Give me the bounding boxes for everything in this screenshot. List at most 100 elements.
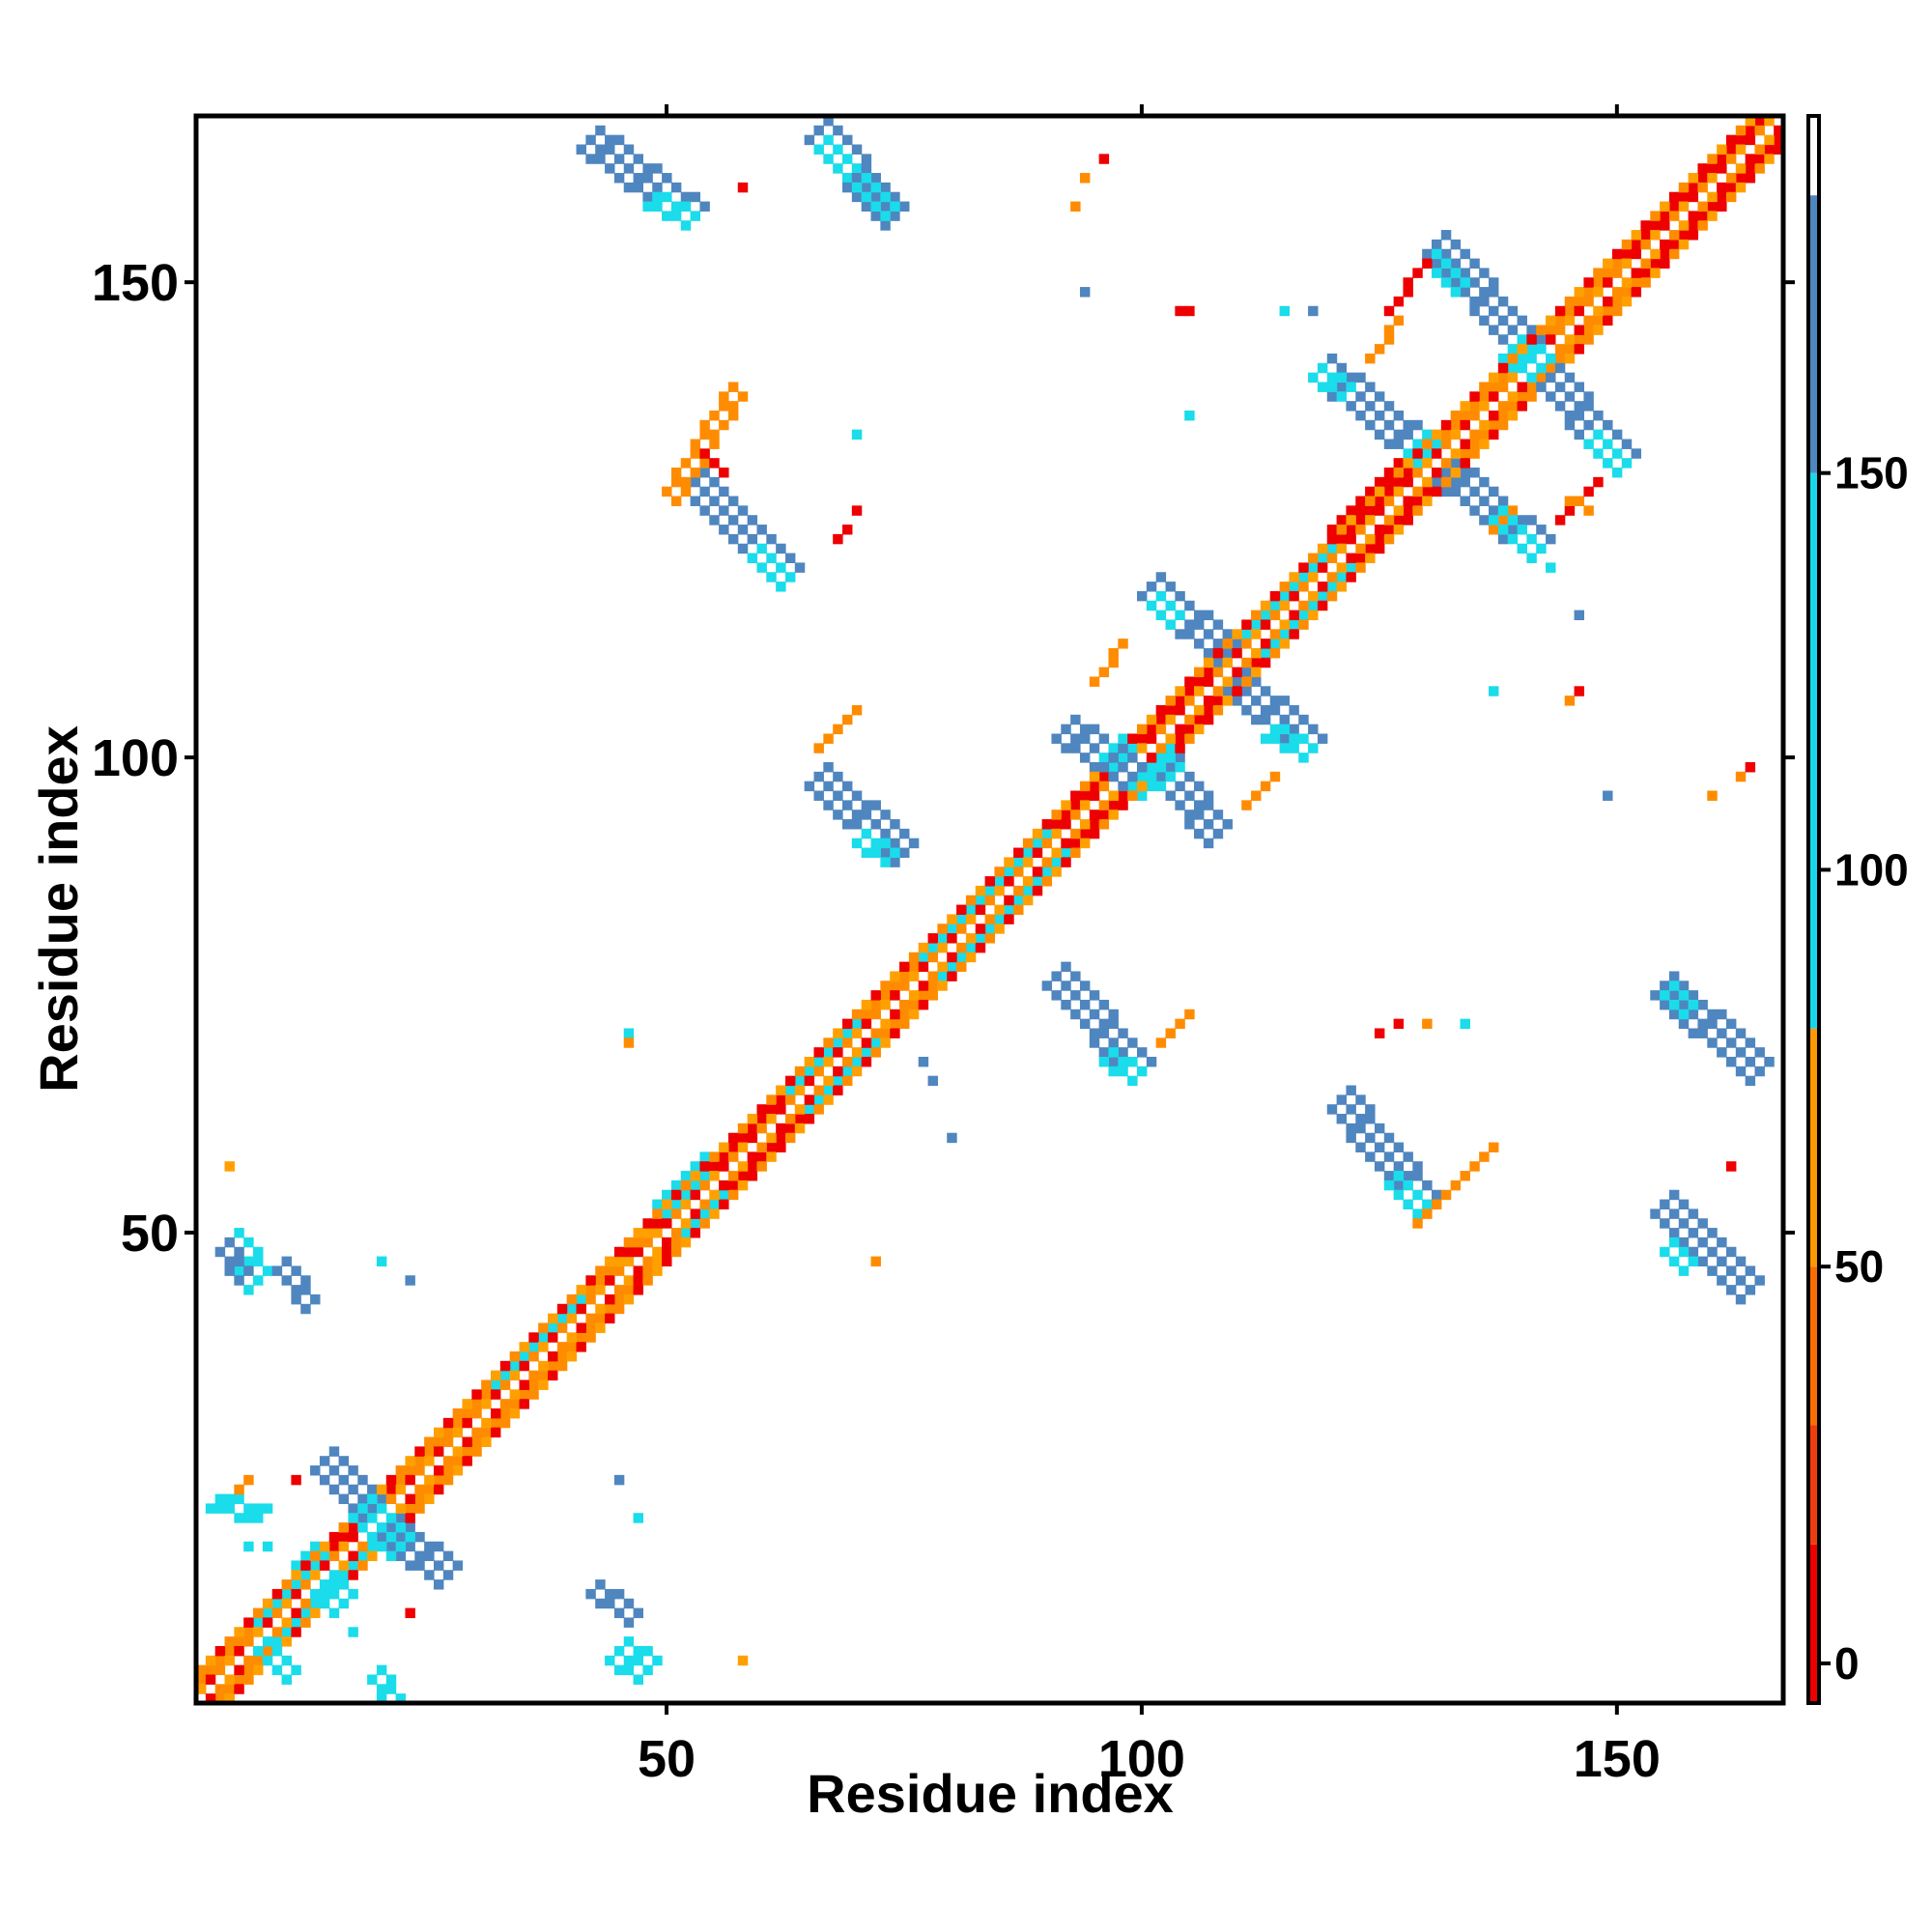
heatmap-cell [585,1588,596,1600]
heatmap-cell [965,895,977,906]
heatmap-cell [1203,667,1214,678]
heatmap-cell [490,1417,501,1429]
heatmap-cell [1165,582,1176,592]
heatmap-cell [1507,515,1519,526]
heatmap-cell [519,1379,529,1390]
heatmap-cell [1707,1265,1718,1276]
heatmap-cell [652,1199,663,1210]
heatmap-cell [528,1389,539,1400]
heatmap-cell [1383,468,1395,478]
colorbar-band [1808,1425,1819,1545]
heatmap-cell [224,1645,235,1657]
heatmap-cell [1070,828,1081,839]
heatmap-cell [1631,248,1642,260]
heatmap-cell [1365,1104,1376,1115]
heatmap-cell [357,1541,368,1552]
heatmap-cell [196,1674,207,1685]
heatmap-cell [680,486,692,497]
heatmap-cell [1155,590,1167,602]
heatmap-cell [1317,562,1328,573]
heatmap-cell [243,1636,254,1647]
heatmap-cell [1717,1028,1727,1038]
heatmap-cell [1668,1189,1680,1201]
heatmap-cell [1383,1151,1395,1162]
heatmap-cell [1155,743,1167,753]
heatmap-cell [1070,800,1081,810]
heatmap-cell [984,895,996,906]
heatmap-cell [1175,753,1185,763]
heatmap-cell [1668,999,1680,1010]
heatmap-cell [1603,439,1613,449]
heatmap-cell [1336,1114,1348,1124]
heatmap-cell [1660,1246,1670,1258]
heatmap-cell [556,1342,568,1352]
heatmap-cell [670,1179,682,1191]
heatmap-cell [870,182,881,193]
heatmap-cell [670,211,682,221]
heatmap-cell [481,1427,492,1438]
heatmap-cell [1393,486,1405,497]
heatmap-cell [319,1474,330,1486]
heatmap-cell [1564,496,1576,506]
heatmap-cell [1717,1275,1727,1286]
heatmap-cell [471,1446,482,1457]
heatmap-cell [1735,182,1747,193]
heatmap-cell [623,1037,635,1048]
heatmap-cell [1041,867,1053,877]
heatmap-cell [1593,315,1604,327]
heatmap-cell [224,1674,235,1685]
heatmap-cell [1489,515,1499,526]
heatmap-cell [271,1636,283,1647]
heatmap-cell [1403,277,1413,288]
heatmap-cell [310,1560,321,1571]
heatmap-cell [253,1256,264,1267]
heatmap-cell [1517,362,1527,374]
heatmap-cell [851,505,863,516]
heatmap-cell [747,1132,758,1144]
heatmap-cell [1526,344,1537,355]
heatmap-cell [642,163,653,174]
heatmap-cell [1365,553,1376,563]
heatmap-cell [1383,1132,1395,1144]
heatmap-cell [1365,543,1376,554]
heatmap-cell [395,1513,407,1523]
heatmap-cell [870,999,881,1010]
heatmap-cell [595,154,606,164]
heatmap-cell [566,1303,578,1315]
heatmap-cell [1089,762,1100,773]
heatmap-cell [1574,296,1584,307]
heatmap-cell [471,1408,482,1419]
heatmap-cell [442,1417,454,1429]
heatmap-cell [1536,543,1547,554]
heatmap-cell [1222,696,1233,706]
heatmap-cell [613,1303,625,1315]
heatmap-cell [690,1179,701,1191]
heatmap-cell [1460,1171,1470,1181]
heatmap-cell [1383,305,1395,317]
heatmap-cell [870,819,881,830]
heatmap-cell [1165,733,1176,744]
heatmap-cell [1631,277,1642,288]
heatmap-cell [1317,553,1328,563]
heatmap-cell [1546,533,1556,545]
heatmap-cell [367,1550,378,1562]
heatmap-cell [1232,667,1242,678]
heatmap-cell [1688,1028,1699,1038]
heatmap-cell [281,1674,292,1685]
heatmap-cell [652,1246,663,1258]
heatmap-cell [1735,125,1747,136]
heatmap-cell [1260,686,1271,696]
heatmap-cell [1574,429,1584,440]
heatmap-cell [975,933,986,944]
y-tick-label: 150 [92,254,179,312]
heatmap-cell [1697,173,1708,184]
heatmap-cell [1507,353,1519,364]
heatmap-cell [1412,468,1423,478]
heatmap-cell [709,496,720,506]
heatmap-cell [300,1285,311,1295]
heatmap-cell [1383,439,1395,449]
heatmap-cell [1184,1009,1195,1020]
heatmap-cell [585,1285,596,1295]
heatmap-cell [1393,315,1405,327]
heatmap-cell [1298,562,1309,573]
